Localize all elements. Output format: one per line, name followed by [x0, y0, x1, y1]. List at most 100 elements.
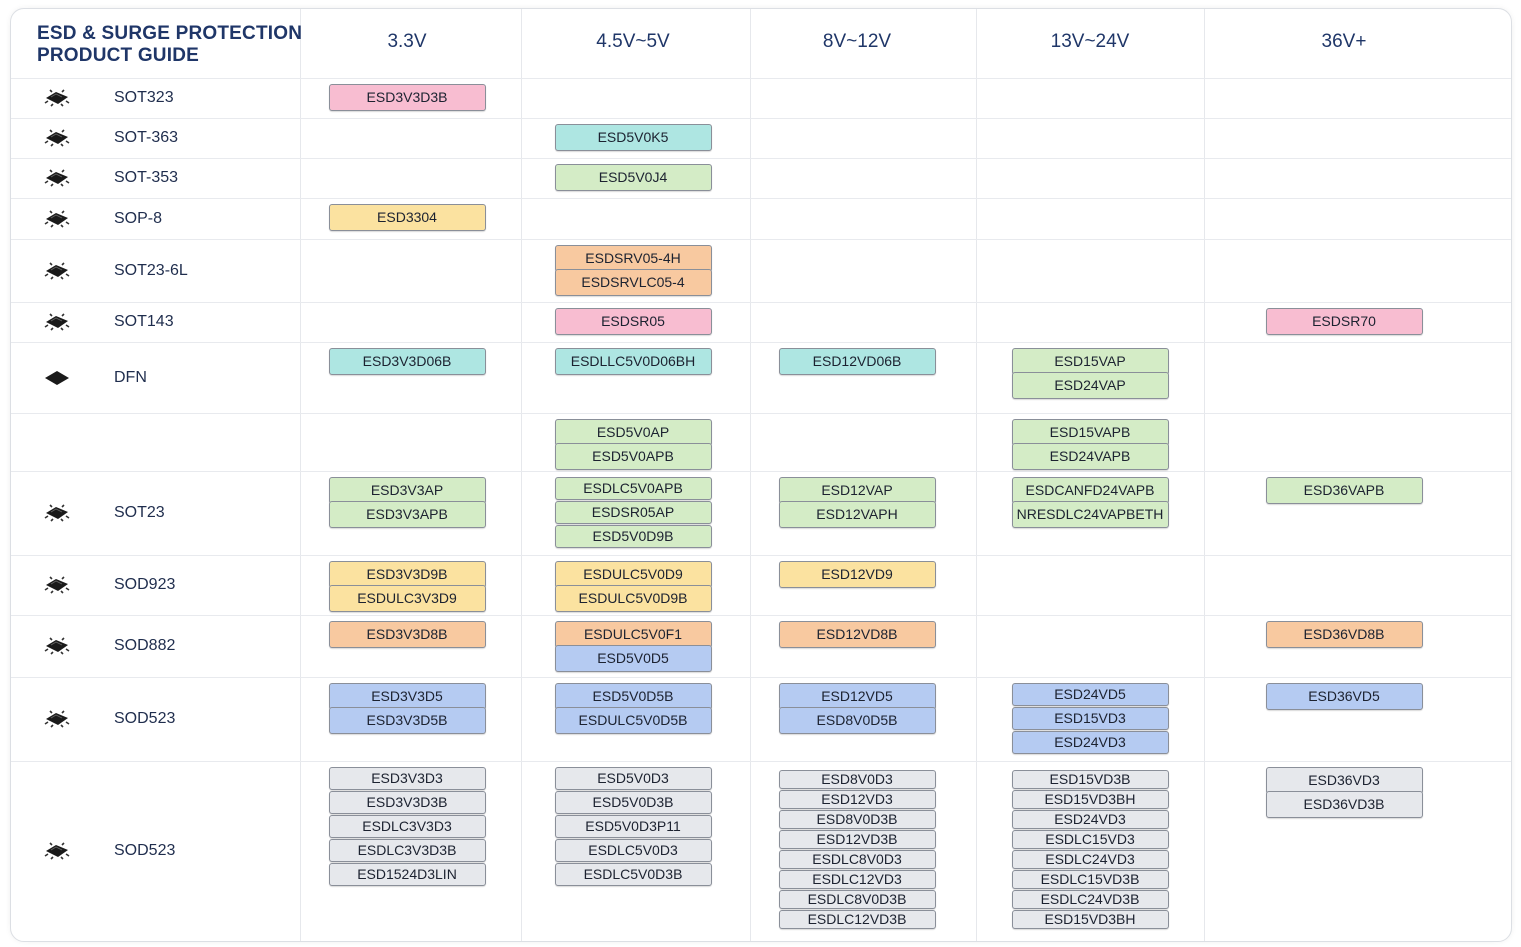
sot-package-icon [43, 168, 71, 188]
part-number-chip[interactable]: ESD24VAPB [1011, 443, 1169, 470]
part-number-chip[interactable]: ESD3V3D9B [328, 561, 486, 588]
part-number-chip[interactable]: ESD24VD3 [1011, 731, 1169, 754]
row-divider [11, 158, 1511, 159]
part-number-chip[interactable]: ESD3304 [328, 204, 486, 231]
part-number-chip[interactable]: ESD5V0D3P11 [554, 815, 712, 838]
part-number-chip[interactable]: ESD15VD3BH [1011, 790, 1169, 809]
part-number-chip[interactable]: ESD3V3D5B [328, 707, 486, 734]
part-number-chip[interactable]: ESDCANFD24VAPB [1011, 477, 1169, 504]
part-number-chip[interactable]: NRESDLC24VAPBETH [1011, 501, 1169, 528]
part-number-chip[interactable]: ESD5V0AP [554, 419, 712, 446]
column-header-5: 36V+ [1321, 31, 1367, 52]
part-number-chip[interactable]: ESD36VD3 [1265, 767, 1423, 794]
part-number-chip[interactable]: ESDULC5V0D9 [554, 561, 712, 588]
title-line-2: PRODUCT GUIDE [37, 45, 199, 66]
title-line-1: ESD & SURGE PROTECTION [37, 23, 303, 44]
part-number-chip[interactable]: ESD24VD3 [1011, 810, 1169, 829]
part-number-chip[interactable]: ESDLC12VD3 [778, 870, 936, 889]
part-number-chip[interactable]: ESD5V0APB [554, 443, 712, 470]
sot-package-icon [43, 261, 71, 281]
part-number-chip[interactable]: ESD1524D3LIN [328, 863, 486, 886]
row-divider [11, 239, 1511, 240]
package-name: SOT-353 [114, 169, 179, 186]
part-number-chip[interactable]: ESDLC24VD3B [1011, 890, 1169, 909]
part-number-chip[interactable]: ESDULC5V0F1 [554, 621, 712, 648]
part-number-chip[interactable]: ESD36VAPB [1265, 477, 1423, 504]
row-divider [11, 555, 1511, 556]
part-number-chip[interactable]: ESD15VD3B [1011, 770, 1169, 789]
part-number-chip[interactable]: ESD24VAP [1011, 372, 1169, 399]
part-number-chip[interactable]: ESDLC15VD3B [1011, 870, 1169, 889]
part-number-chip[interactable]: ESD5V0D5B [554, 683, 712, 710]
part-number-chip[interactable]: ESDLC5V0D3 [554, 839, 712, 862]
part-number-chip[interactable]: ESD3V3D3 [328, 767, 486, 790]
sot-package-icon [43, 503, 71, 523]
part-number-chip[interactable]: ESD15VD3 [1011, 707, 1169, 730]
part-number-chip[interactable]: ESD3V3D3B [328, 791, 486, 814]
part-number-chip[interactable]: ESD12VD8B [778, 621, 936, 648]
part-number-chip[interactable]: ESDLC5V0D3B [554, 863, 712, 886]
row-divider [11, 302, 1511, 303]
part-number-chip[interactable]: ESD3V3D3B [328, 84, 486, 111]
package-name: SOT-363 [114, 129, 179, 146]
part-number-chip[interactable]: ESD3V3AP [328, 477, 486, 504]
part-number-chip[interactable]: ESD12VD9 [778, 561, 936, 588]
part-number-chip[interactable]: ESD5V0D9B [554, 525, 712, 548]
sod-package-icon [43, 575, 71, 595]
part-number-chip[interactable]: ESD12VD06B [778, 348, 936, 375]
column-header-4: 13V~24V [1050, 31, 1130, 52]
part-number-chip[interactable]: ESDSR05AP [554, 501, 712, 524]
product-guide-table: ESD & SURGE PROTECTION PRODUCT GUIDE 3.3… [10, 8, 1512, 942]
part-number-chip[interactable]: ESD24VD5 [1011, 683, 1169, 706]
part-number-chip[interactable]: ESD15VD3BH [1011, 910, 1169, 929]
part-number-chip[interactable]: ESDLC3V3D3B [328, 839, 486, 862]
part-number-chip[interactable]: ESDSR05 [554, 308, 712, 335]
row-divider [11, 413, 1511, 414]
part-number-chip[interactable]: ESD5V0D3B [554, 791, 712, 814]
part-number-chip[interactable]: ESDLC5V0APB [554, 477, 712, 500]
part-number-chip[interactable]: ESDSRVLC05-4 [554, 269, 712, 296]
part-number-chip[interactable]: ESD12VAP [778, 477, 936, 504]
part-number-chip[interactable]: ESD36VD8B [1265, 621, 1423, 648]
part-number-chip[interactable]: ESDULC5V0D9B [554, 585, 712, 612]
column-header-2: 4.5V~5V [596, 31, 670, 52]
package-name: SOD523 [114, 842, 176, 859]
part-number-chip[interactable]: ESD12VD5 [778, 683, 936, 710]
part-number-chip[interactable]: ESDULC5V0D5B [554, 707, 712, 734]
part-number-chip[interactable]: ESD8V0D5B [778, 707, 936, 734]
part-number-chip[interactable]: ESD12VD3 [778, 790, 936, 809]
part-number-chip[interactable]: ESDLC8V0D3B [778, 890, 936, 909]
part-number-chip[interactable]: ESDLLC5V0D06BH [554, 348, 712, 375]
part-number-chip[interactable]: ESD5V0K5 [554, 124, 712, 151]
part-number-chip[interactable]: ESD5V0J4 [554, 164, 712, 191]
row-divider [11, 342, 1511, 343]
part-number-chip[interactable]: ESDLC8V0D3 [778, 850, 936, 869]
part-number-chip[interactable]: ESD36VD3B [1265, 791, 1423, 818]
part-number-chip[interactable]: ESD12VD3B [778, 830, 936, 849]
column-divider [750, 9, 751, 941]
part-number-chip[interactable]: ESD36VD5 [1265, 683, 1423, 710]
part-number-chip[interactable]: ESD3V3D06B [328, 348, 486, 375]
sot-package-icon [43, 128, 71, 148]
part-number-chip[interactable]: ESDLC24VD3 [1011, 850, 1169, 869]
package-name: SOT23-6L [114, 261, 188, 279]
part-number-chip[interactable]: ESD8V0D3B [778, 810, 936, 829]
part-number-chip[interactable]: ESD3V3D5 [328, 683, 486, 710]
part-number-chip[interactable]: ESD8V0D3 [778, 770, 936, 789]
part-number-chip[interactable]: ESDLC3V3D3 [328, 815, 486, 838]
dfn-package-icon [43, 368, 71, 388]
package-name: DFN [114, 368, 147, 386]
part-number-chip[interactable]: ESD15VAP [1011, 348, 1169, 375]
part-number-chip[interactable]: ESD5V0D3 [554, 767, 712, 790]
part-number-chip[interactable]: ESDSRV05-4H [554, 245, 712, 272]
part-number-chip[interactable]: ESD3V3D8B [328, 621, 486, 648]
part-number-chip[interactable]: ESDLC12VD3B [778, 910, 936, 929]
part-number-chip[interactable]: ESDLC15VD3 [1011, 830, 1169, 849]
part-number-chip[interactable]: ESDULC3V3D9 [328, 585, 486, 612]
part-number-chip[interactable]: ESDSR70 [1265, 308, 1423, 335]
part-number-chip[interactable]: ESD15VAPB [1011, 419, 1169, 446]
part-number-chip[interactable]: ESD12VAPH [778, 501, 936, 528]
column-header-3: 8V~12V [822, 31, 892, 52]
part-number-chip[interactable]: ESD3V3APB [328, 501, 486, 528]
part-number-chip[interactable]: ESD5V0D5 [554, 645, 712, 672]
